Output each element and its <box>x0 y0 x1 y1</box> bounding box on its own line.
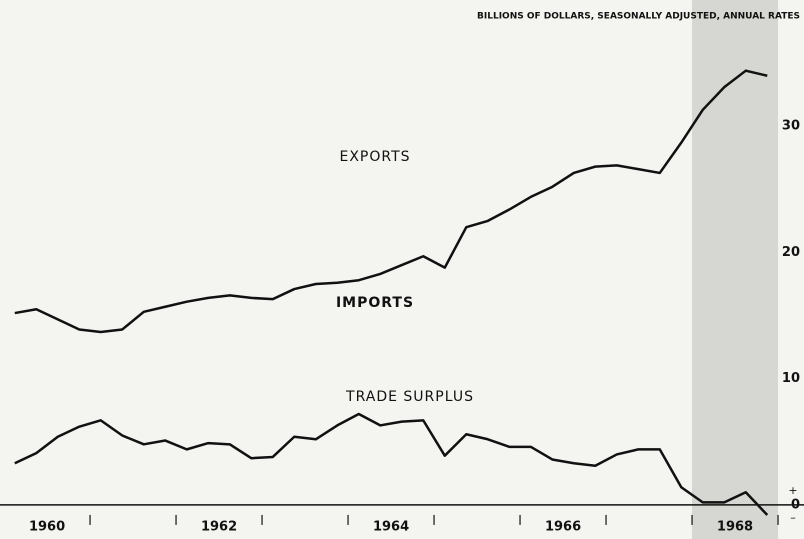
annotation: EXPORTS <box>339 149 410 165</box>
x-tick-label: 1962 <box>201 519 237 534</box>
x-tick-label: 1966 <box>545 519 581 534</box>
shaded-period <box>692 0 779 539</box>
x-tick-label: 1968 <box>717 519 753 534</box>
annotation: IMPORTS <box>336 295 414 311</box>
y-tick-label: 0 <box>791 497 800 512</box>
x-tick-label: 1964 <box>373 519 409 534</box>
x-tick-label: 1960 <box>29 519 65 534</box>
y-tick-label: 20 <box>782 245 800 260</box>
sign-label: + <box>788 484 797 497</box>
background <box>692 0 779 539</box>
data-line <box>14 69 768 334</box>
y-tick-label: 10 <box>782 371 800 386</box>
sign-label: – <box>790 511 796 524</box>
annotation: TRADE SURPLUS <box>345 389 474 405</box>
y-tick-label: 30 <box>782 119 800 134</box>
chart-title: BILLIONS OF DOLLARS, SEASONALLY ADJUSTED… <box>477 12 800 22</box>
data-line <box>14 412 769 516</box>
